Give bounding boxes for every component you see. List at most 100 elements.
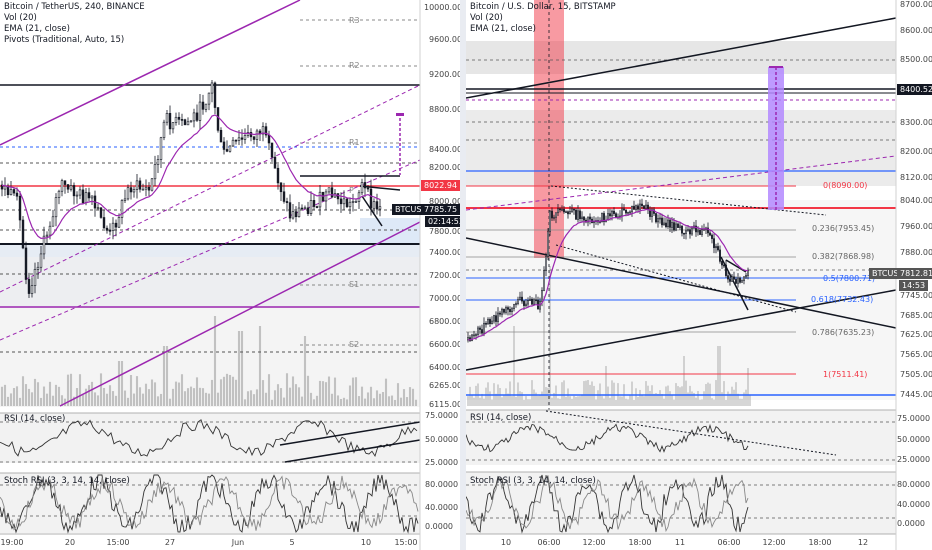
candle: [192, 108, 196, 128]
volume-bar: [527, 399, 529, 406]
right-dark-price-tag: 8400.52: [897, 84, 932, 95]
candle: [717, 242, 719, 252]
volume-bar: [511, 396, 513, 406]
candle: [138, 177, 142, 193]
candle: [689, 226, 691, 239]
candle: [665, 217, 667, 229]
volume-bar: [691, 391, 693, 406]
candle: [306, 201, 310, 217]
volume-bar: [414, 399, 418, 406]
volume-bar: [649, 390, 651, 406]
volume-bar: [571, 398, 573, 406]
candle: [267, 130, 271, 150]
candle: [743, 276, 745, 285]
volume-bar: [87, 385, 91, 406]
volume-bar: [551, 397, 553, 406]
candle: [372, 198, 376, 216]
candle: [180, 113, 184, 127]
candle: [679, 222, 681, 230]
volume-bar: [479, 397, 481, 406]
volume-bar: [657, 393, 659, 406]
volume-bar: [246, 391, 250, 406]
candle: [725, 259, 727, 278]
volume-bar: [399, 397, 403, 406]
price-tick: 6400.00: [429, 363, 460, 372]
candle: [171, 122, 175, 134]
candle: [210, 80, 214, 103]
candle: [225, 140, 229, 153]
candle: [126, 184, 130, 201]
right-chart[interactable]: Bitcoin / U.S. Dollar, 15, BITSTAMP Vol …: [466, 0, 932, 550]
candle: [60, 178, 64, 197]
candle: [177, 112, 181, 125]
volume-bar: [213, 316, 217, 406]
right-indicator-vol[interactable]: Vol (20): [470, 13, 503, 23]
volume-bar: [661, 394, 663, 406]
volume-bar: [619, 396, 621, 406]
volume-bar: [369, 386, 373, 406]
rsi-tick: 75.0000: [897, 414, 931, 423]
volume-bar: [643, 396, 645, 406]
volume-bar: [583, 381, 585, 406]
left-indicator-vol[interactable]: Vol (20): [4, 13, 37, 23]
right-indicator-ema[interactable]: EMA (21, close): [470, 24, 536, 34]
right-stoch-title[interactable]: Stoch RSI (3, 3, 14, 14, close): [470, 476, 596, 486]
right-symbol-title[interactable]: Bitcoin / U.S. Dollar, 15, BITSTAMP: [470, 2, 616, 12]
right-price-axis[interactable]: 8700.00 8600.00 8500.00 8300.00 8200.00 …: [897, 0, 932, 550]
candle: [243, 128, 247, 144]
candle: [21, 215, 25, 250]
candle: [90, 195, 94, 206]
candle: [493, 314, 495, 324]
right-rsi-line: [466, 423, 749, 453]
candle: [54, 193, 58, 227]
volume-bar: [303, 336, 307, 406]
candle: [631, 205, 633, 217]
left-stoch-title[interactable]: Stoch RSI (3, 3, 14, 14, close): [4, 476, 130, 486]
candle: [174, 112, 178, 126]
volume-bar: [645, 381, 647, 406]
price-tick: 7565.00: [900, 350, 932, 359]
right-price-plot[interactable]: [466, 0, 932, 550]
chart-separator[interactable]: [460, 0, 466, 550]
left-symbol-title[interactable]: Bitcoin / TetherUS, 240, BINANCE: [4, 2, 145, 12]
candle: [78, 186, 82, 200]
left-rsi-title[interactable]: RSI (14, close): [4, 414, 66, 424]
price-tick: 10000.00: [424, 3, 460, 12]
candle: [491, 316, 493, 325]
right-rsi-title[interactable]: RSI (14, close): [470, 413, 532, 423]
volume-bar: [393, 399, 397, 406]
fib-label-0: 0(8090.00): [823, 181, 868, 190]
left-indicator-pivots[interactable]: Pivots (Traditional, Auto, 15): [4, 35, 125, 45]
volume-bar: [171, 388, 175, 406]
volume-bar: [637, 396, 639, 406]
left-price-axis[interactable]: 10000.00 9600.00 9200.00 8800.00 8400.00…: [421, 0, 460, 550]
volume-bar: [671, 394, 673, 406]
volume-bar: [541, 391, 543, 406]
candle: [27, 272, 31, 298]
candle: [33, 262, 37, 294]
price-tick: 8000.00: [429, 197, 460, 206]
volume-bar: [733, 389, 735, 406]
volume-bar: [659, 390, 661, 406]
candle: [351, 193, 355, 212]
volume-bar: [180, 374, 184, 406]
volume-bar: [24, 384, 28, 406]
candle: [132, 186, 136, 198]
stoch-tick: 0.0000: [425, 522, 453, 531]
time-tick: 10: [360, 538, 372, 547]
volume-bar: [315, 395, 319, 406]
candle: [529, 295, 531, 302]
volume-bar: [711, 398, 713, 406]
left-candles: [0, 80, 382, 298]
candle: [503, 308, 505, 315]
candle: [661, 213, 663, 228]
left-price-plot[interactable]: [0, 0, 460, 550]
stoch-tick: 0.0000: [897, 519, 925, 528]
candle: [297, 201, 301, 218]
left-indicator-ema[interactable]: EMA (21, close): [4, 24, 70, 34]
right-candles: [467, 198, 749, 343]
volume-bar: [252, 394, 256, 406]
left-chart[interactable]: Bitcoin / TetherUS, 240, BINANCE Vol (20…: [0, 0, 460, 550]
volume-bar: [555, 385, 557, 406]
fib-label-0236: 0.236(7953.45): [812, 224, 875, 233]
